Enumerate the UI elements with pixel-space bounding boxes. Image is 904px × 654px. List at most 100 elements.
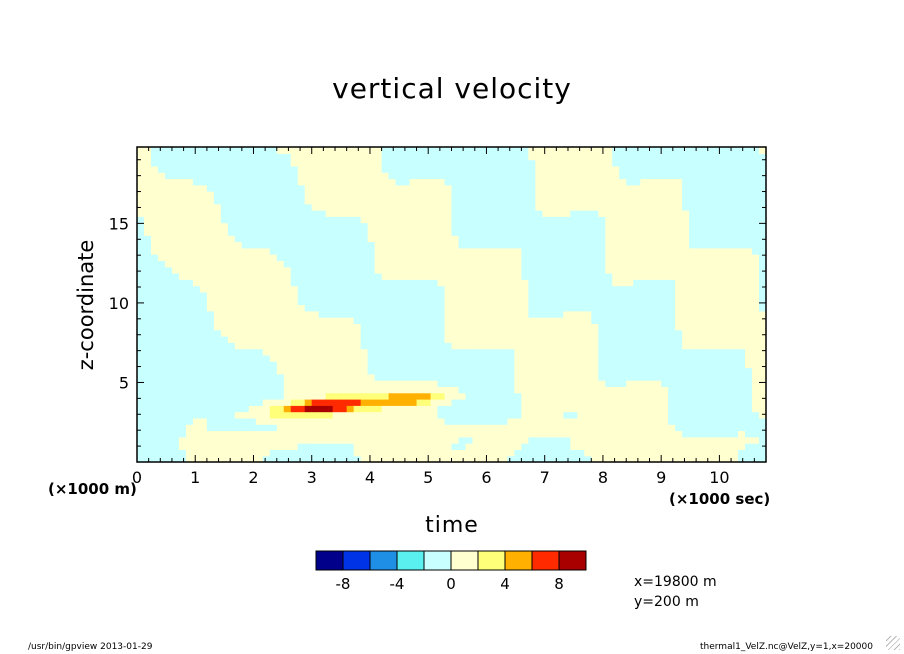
contour-cell [556,191,564,198]
contour-cell [619,373,627,381]
contour-cell [297,222,306,230]
contour-cell [584,304,592,312]
contour-cell [493,399,502,406]
contour-cell [395,260,404,268]
contour-cell [325,449,334,457]
contour-cell [395,373,404,381]
contour-cell [444,216,453,224]
resize-grip-icon[interactable] [886,636,900,650]
contour-cell [360,367,369,375]
contour-cell [549,329,557,337]
contour-cell [507,405,515,413]
contour-cell [409,247,418,255]
contour-cell [731,430,739,438]
x-axis-label: time [425,513,479,538]
contour-cell [137,165,145,173]
contour-cell [458,386,467,394]
contour-cell [325,279,334,287]
contour-cell [598,436,606,444]
contour-cell [437,197,446,205]
contour-cell [416,386,425,394]
contour-cell [493,184,502,192]
contour-cell [577,291,585,299]
contour-cell [311,279,320,287]
contour-cell [549,260,557,268]
contour-cell [304,210,313,217]
contour-cell [381,392,390,400]
contour-cell [675,285,683,293]
contour-cell [262,329,271,337]
contour-cell [738,241,746,249]
contour-cell [584,191,592,198]
contour-cell [724,380,732,387]
contour-cell [283,336,292,343]
contour-cell [444,241,453,249]
contour-cell [150,449,159,457]
contour-cell [234,443,243,450]
contour-cell [535,424,543,432]
contour-cell [199,436,208,444]
contour-cell [759,216,767,224]
contour-cell [367,291,376,299]
contour-cell [759,399,767,406]
contour-cell [605,354,613,362]
contour-cell [731,228,739,236]
contour-cell [185,436,194,444]
contour-cell [598,197,606,205]
contour-cell [745,247,753,255]
contour-cell [549,159,557,167]
contour-cell [521,417,529,425]
contour-cell [500,260,509,268]
contour-cell [640,367,648,375]
contour-cell [759,367,767,375]
contour-cell [514,247,522,255]
contour-cell [619,153,627,161]
contour-cell [703,298,711,306]
contour-cell [759,210,767,217]
contour-cell [703,392,711,400]
contour-cell [472,235,481,243]
contour-cell [150,367,159,375]
contour-cell [451,373,460,381]
contour-cell [759,329,767,337]
contour-cell [318,354,327,362]
contour-cell [325,147,334,154]
contour-cell [416,279,425,287]
contour-cell [143,235,152,243]
contour-cell [430,392,439,400]
contour-cell [353,254,362,261]
contour-cell [654,336,662,343]
contour-cell [423,417,432,425]
contour-cell [150,298,159,306]
contour-cell [423,210,432,217]
contour-cell [374,354,383,362]
contour-cell [570,247,578,255]
contour-cell [143,430,152,438]
contour-cell [577,266,585,274]
contour-cell [647,153,655,161]
contour-cell [752,159,760,167]
contour-cell [731,247,739,255]
contour-cell [647,455,655,463]
contour-cell [192,216,201,224]
contour-cell [137,304,145,312]
contour-cell [661,247,669,255]
contour-cell [157,386,166,394]
contour-cell [626,210,634,217]
contour-cell [752,203,760,211]
contour-cell [430,443,439,450]
contour-cell [318,304,327,312]
contour-cell [241,392,250,400]
contour-cell [549,178,557,186]
contour-cell [675,184,683,192]
contour-cell [150,228,159,236]
contour-cell [521,291,529,299]
contour-cell [535,348,543,356]
contour-cell [423,317,432,324]
contour-cell [416,241,425,249]
contour-cell [178,153,187,161]
contour-cell [661,399,669,406]
contour-cell [367,159,376,167]
contour-cell [150,159,159,167]
contour-cell [479,298,488,306]
